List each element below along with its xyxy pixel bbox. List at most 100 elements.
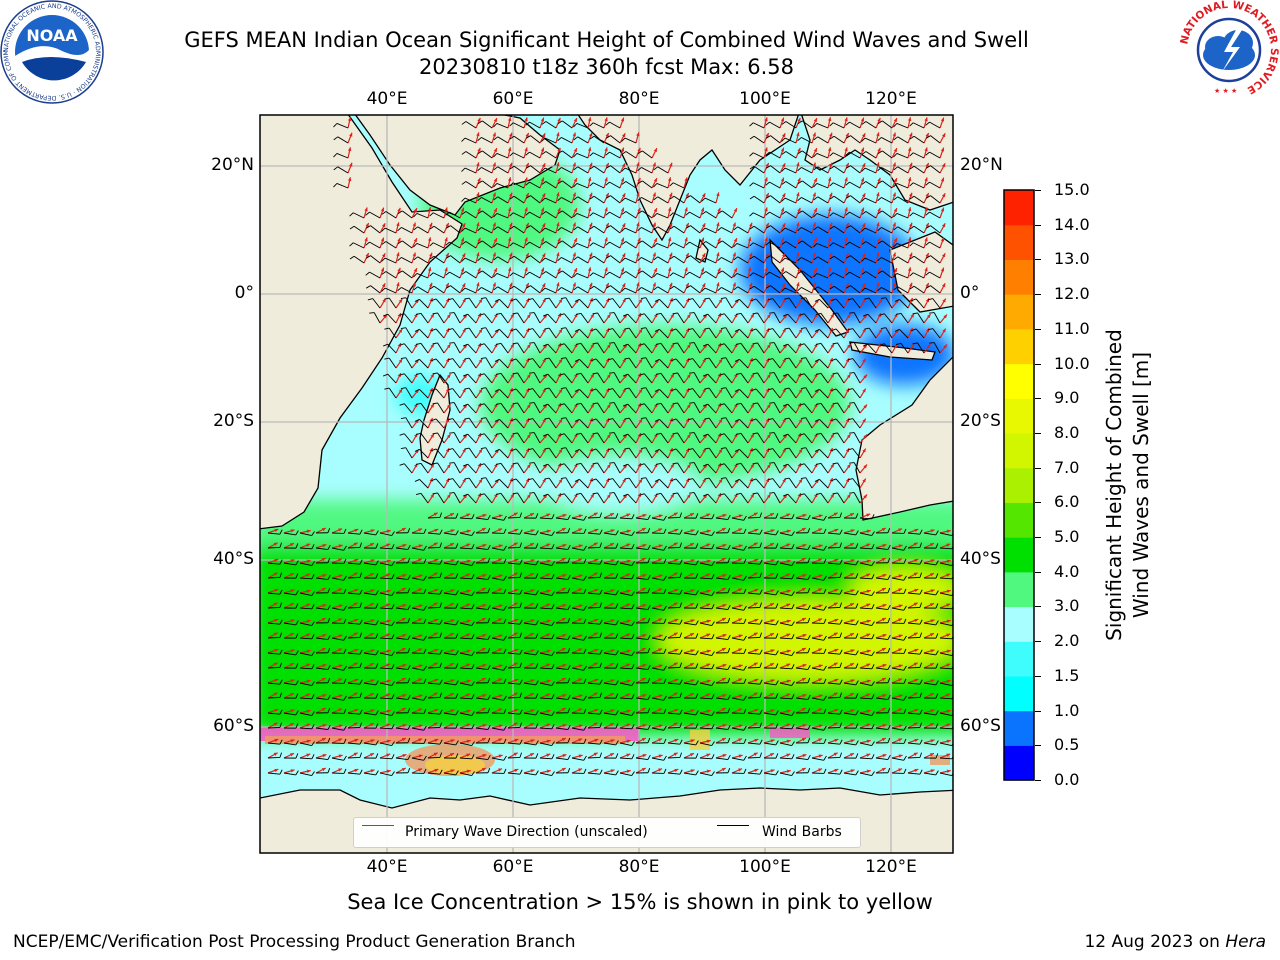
- wave-direction-arrow: [379, 207, 385, 219]
- colorbar-tick-label: 12.0: [1054, 284, 1090, 304]
- wave-direction-arrow: [907, 117, 912, 129]
- wind-barb: [701, 211, 717, 219]
- wind-barb: [669, 182, 685, 189]
- wind-barb: [637, 240, 653, 249]
- wind-barb: [461, 167, 477, 174]
- colorbar-swatch: [1004, 675, 1034, 712]
- wave-direction-arrow: [843, 177, 848, 189]
- lat-tick-right-60s: 60°S: [960, 716, 1001, 736]
- wave-direction-arrow: [491, 267, 498, 279]
- wave-direction-arrow: [827, 117, 832, 129]
- wind-barb: [877, 137, 893, 144]
- wave-direction-arrow: [859, 223, 866, 234]
- wave-direction-arrow: [603, 207, 608, 219]
- wind-barb: [557, 137, 573, 144]
- wind-barb: [909, 152, 925, 159]
- wave-direction-arrow: [555, 177, 561, 189]
- wind-barb: [589, 135, 605, 144]
- wave-direction-arrow: [827, 222, 833, 234]
- wave-direction-arrow: [859, 163, 866, 174]
- wind-barb: [637, 167, 653, 174]
- wind-barb: [781, 121, 797, 129]
- wind-barb: [909, 195, 925, 204]
- wind-barb: [525, 211, 541, 219]
- wave-direction-arrow: [379, 253, 386, 264]
- wave-direction-arrow: [907, 237, 912, 249]
- wave-direction-arrow: [907, 147, 912, 159]
- wave-direction-arrow: [875, 252, 880, 264]
- wave-direction-arrow: [507, 252, 513, 264]
- wave-direction-arrow: [475, 222, 480, 234]
- wave-direction-arrow: [811, 117, 818, 129]
- wave-direction-arrow: [667, 237, 672, 249]
- wind-barb: [766, 225, 781, 234]
- lon-tick-bottom-100e: 100°E: [739, 857, 791, 877]
- wave-direction-arrow: [619, 163, 626, 174]
- wave-direction-arrow: [939, 117, 945, 129]
- wind-barb: [526, 225, 541, 234]
- wave-direction-arrow: [539, 177, 545, 189]
- colorbar-tick-label: 8.0: [1054, 422, 1080, 442]
- map-legend: Primary Wave Direction (unscaled) Wind B…: [353, 817, 861, 848]
- wind-barb: [893, 123, 909, 129]
- wind-barb: [733, 243, 749, 249]
- wind-barb: [621, 241, 637, 249]
- wind-barb: [909, 212, 925, 219]
- wind-barb: [606, 195, 621, 204]
- wind-barb: [509, 225, 525, 234]
- footer-date: 12 Aug 2023 on Hera: [1084, 932, 1266, 952]
- wave-direction-arrow: [891, 207, 898, 219]
- wave-direction-arrow: [859, 133, 866, 144]
- wind-barb: [925, 211, 941, 219]
- wind-barb: [765, 241, 781, 249]
- wave-direction-arrow: [907, 192, 913, 204]
- wave-direction-arrow: [491, 207, 498, 219]
- wind-barb: [589, 122, 605, 129]
- wave-direction-arrow: [651, 147, 658, 159]
- wind-barb: [493, 166, 509, 174]
- wave-direction-arrow: [875, 117, 881, 129]
- lon-tick-bottom-80e: 80°E: [618, 857, 660, 877]
- colorbar-tick-mark: [1035, 780, 1041, 781]
- wind-barb: [606, 135, 621, 144]
- wind-barb: [813, 153, 829, 159]
- colorbar-swatch: [1004, 363, 1034, 399]
- wind-barb: [686, 255, 701, 264]
- colorbar-swatch: [1004, 328, 1034, 365]
- wind-barb: [637, 180, 653, 189]
- wind-barb: [765, 151, 781, 159]
- wave-direction-arrow: [571, 222, 576, 234]
- wind-barb: [893, 183, 909, 189]
- wave-direction-arrow: [891, 177, 898, 189]
- wind-barb: [686, 195, 701, 204]
- wind-barb: [557, 240, 573, 249]
- wind-barb: [557, 180, 573, 189]
- wind-barb: [669, 242, 685, 249]
- wave-direction-arrow: [651, 192, 656, 204]
- wave-direction-arrow: [795, 192, 800, 204]
- wave-direction-arrow: [811, 162, 816, 174]
- colorbar-tick-mark: [1035, 432, 1041, 434]
- wind-barb: [621, 197, 637, 204]
- wave-direction-arrow: [875, 237, 881, 249]
- wave-direction-arrow: [699, 253, 706, 264]
- wind-barb: [669, 212, 685, 219]
- wind-barb: [509, 122, 525, 129]
- wind-barb: [781, 181, 797, 189]
- wave-direction-arrow: [827, 162, 833, 174]
- wind-barb: [685, 211, 701, 219]
- colorbar-tick-label: 7.0: [1054, 457, 1080, 477]
- wind-barb: [605, 211, 621, 219]
- wave-direction-arrow: [811, 237, 818, 249]
- wind-barb: [766, 195, 781, 204]
- colorbar-swatch: [1004, 571, 1034, 608]
- colorbar-tick-mark: [1035, 328, 1041, 330]
- wind-barb: [477, 257, 493, 264]
- colorbar-title-line2: Wind Waves and Swell [m]: [1129, 351, 1153, 619]
- wind-barb: [526, 195, 541, 204]
- colorbar-tick-mark: [1035, 641, 1041, 643]
- wind-barb: [461, 151, 477, 159]
- wave-direction-arrow: [443, 207, 448, 219]
- wind-barb: [797, 210, 813, 219]
- wind-barb: [573, 153, 589, 159]
